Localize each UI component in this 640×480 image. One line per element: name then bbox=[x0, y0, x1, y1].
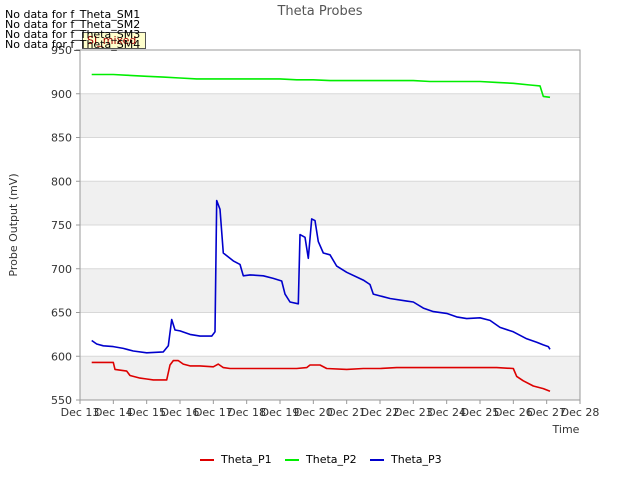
y-tick-label: 550 bbox=[51, 394, 72, 407]
x-tick-label: Dec 19 bbox=[261, 406, 300, 419]
legend-swatch bbox=[200, 458, 214, 461]
series-line-theta-p2 bbox=[91, 73, 551, 99]
nodata-message: No data for f_Theta_SM2 bbox=[5, 18, 141, 31]
background-bands bbox=[80, 93, 580, 400]
background-band bbox=[80, 268, 580, 313]
legend-item-theta-p2: Theta_P2 bbox=[285, 453, 357, 466]
x-tick-label: Dec 26 bbox=[494, 406, 533, 419]
legend-item-theta-p1: Theta_P1 bbox=[200, 453, 272, 466]
x-tick-label: Dec 17 bbox=[194, 406, 233, 419]
legend-label: Theta_P3 bbox=[391, 453, 442, 466]
x-tick-label: Dec 13 bbox=[61, 406, 100, 419]
y-tick-label: 650 bbox=[51, 307, 72, 320]
series-line-theta-p3 bbox=[91, 199, 551, 354]
y-tick-label: 700 bbox=[51, 263, 72, 276]
x-tick-label: Dec 14 bbox=[94, 406, 133, 419]
series-line-theta-p1 bbox=[91, 359, 551, 393]
legend-swatch bbox=[370, 458, 384, 461]
background-band bbox=[80, 356, 580, 400]
nodata-message: No data for f_Theta_SM4 bbox=[5, 38, 141, 51]
background-band bbox=[80, 181, 580, 225]
background-band bbox=[80, 93, 580, 138]
y-axis-ticks: 550 600 650 700 750 800 850 900 950 bbox=[51, 44, 80, 407]
x-tick-label: Dec 20 bbox=[294, 406, 333, 419]
legend-item-theta-p3: Theta_P3 bbox=[370, 453, 442, 466]
legend-label: Theta_P1 bbox=[221, 453, 272, 466]
x-tick-label: Dec 24 bbox=[427, 406, 466, 419]
x-tick-label: Dec 22 bbox=[361, 406, 400, 419]
site-tag: SI_mixed bbox=[82, 32, 146, 49]
nodata-message: No data for f_Theta_SM3 bbox=[5, 28, 141, 41]
chart-title: Theta Probes bbox=[276, 4, 362, 19]
y-tick-label: 600 bbox=[51, 350, 72, 363]
x-tick-label: Dec 25 bbox=[461, 406, 500, 419]
y-tick-label: 750 bbox=[51, 219, 72, 232]
y-tick-label: 800 bbox=[51, 175, 72, 188]
y-tick-label: 950 bbox=[51, 44, 72, 57]
nodata-message: No data for f_Theta_SM1 bbox=[5, 8, 141, 21]
legend-label: Theta_P2 bbox=[306, 453, 357, 466]
x-tick-label: Dec 23 bbox=[394, 406, 433, 419]
x-axis-label: Time bbox=[552, 423, 580, 436]
x-tick-label: Dec 28 bbox=[561, 406, 600, 419]
x-tick-label: Dec 16 bbox=[161, 406, 200, 419]
legend: Theta_P1 Theta_P2 Theta_P3 bbox=[0, 453, 640, 471]
y-axis-label: Probe Output (mV) bbox=[7, 173, 20, 276]
series-lines bbox=[91, 73, 551, 393]
x-tick-label: Dec 15 bbox=[127, 406, 166, 419]
x-tick-label: Dec 27 bbox=[527, 406, 566, 419]
x-tick-label: Dec 18 bbox=[227, 406, 266, 419]
y-tick-label: 900 bbox=[51, 88, 72, 101]
legend-swatch bbox=[285, 458, 299, 461]
y-tick-label: 850 bbox=[51, 132, 72, 145]
x-tick-label: Dec 21 bbox=[327, 406, 366, 419]
